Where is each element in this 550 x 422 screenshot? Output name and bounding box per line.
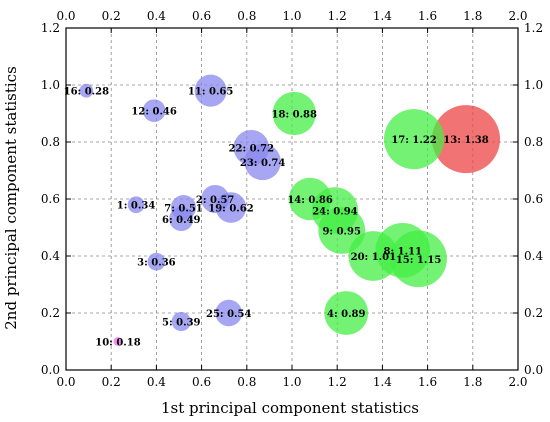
x-tick-label: 1.2	[328, 375, 347, 389]
bubble-label: 17: 1.22	[391, 135, 436, 146]
bubble-label: 19: 0.62	[208, 204, 253, 215]
bubble-label: 11: 0.65	[188, 87, 233, 98]
bubble-label: 12: 0.46	[131, 107, 176, 118]
x-tick-label-top: 0.0	[56, 9, 75, 23]
bubble	[432, 105, 501, 174]
bubble	[288, 177, 332, 221]
bubble-labels: 1: 0.34 2: 0.57 3: 0.36 4: 0.89 5: 0.39 6: 0.…	[64, 87, 489, 349]
bubble	[324, 291, 369, 335]
x-tick-label: 1.8	[463, 375, 482, 389]
bubble	[201, 184, 230, 214]
bubble-label: 22: 0.72	[229, 144, 274, 155]
y-tick-label: 0.2	[41, 306, 60, 320]
bubble-label: 14: 0.86	[287, 195, 332, 206]
y-tick-label-right: 0.0	[524, 363, 543, 377]
y-tick-label: 0.0	[41, 363, 60, 377]
bubble	[79, 83, 94, 98]
bubble-label: 6: 0.49	[162, 215, 201, 226]
y-axis-title: 2nd principal component statistics	[2, 66, 20, 330]
bubble-label: 20: 1.01	[351, 252, 396, 263]
bubble-label: 3: 0.36	[137, 258, 176, 269]
y-tick-label-right: 1.2	[524, 21, 543, 35]
x-axis-title: 1st principal component statistics	[161, 399, 419, 417]
ticks	[65, 27, 519, 371]
bubble-label: 24: 0.94	[312, 206, 357, 217]
y-tick-label: 0.8	[41, 135, 60, 149]
bubbles	[79, 74, 501, 346]
y-tick-label-right: 0.6	[524, 192, 543, 206]
y-tick-label: 0.6	[41, 192, 60, 206]
right-tick-labels: 0.0 0.2 0.4 0.6 0.8 1.0 1.2	[524, 21, 543, 377]
bubble-label: 15: 1.15	[396, 255, 441, 266]
x-tick-label-top: 1.4	[373, 9, 392, 23]
bubble-label: 10: 0.18	[95, 338, 140, 349]
bubble-label: 7: 0.51	[164, 204, 203, 215]
x-tick-label: 0.4	[147, 375, 166, 389]
x-tick-label: 1.6	[418, 375, 437, 389]
x-tick-label-top: 0.8	[237, 9, 256, 23]
bubble	[215, 299, 243, 327]
bubble	[171, 311, 191, 332]
bubble	[194, 74, 227, 107]
y-tick-label: 1.0	[41, 78, 60, 92]
x-tick-label-top: 0.4	[147, 9, 166, 23]
bubble	[272, 91, 316, 136]
y-tick-label-right: 0.4	[524, 249, 543, 263]
x-tick-label: 1.4	[373, 375, 392, 389]
x-tick-label: 2.0	[508, 375, 527, 389]
left-tick-labels: 0.0 0.2 0.4 0.6 0.8 1.0 1.2	[41, 21, 60, 377]
x-tick-label-top: 1.6	[418, 9, 437, 23]
x-tick-label-top: 0.2	[102, 9, 121, 23]
x-tick-label-top: 2.0	[508, 9, 527, 23]
x-tick-label: 0.8	[237, 375, 256, 389]
bubble	[142, 99, 166, 122]
bubble	[233, 129, 270, 166]
bubble	[169, 206, 194, 232]
x-tick-label: 1.0	[282, 375, 301, 389]
bubble-label: 4: 0.89	[327, 309, 366, 320]
bubble-label: 8: 1.11	[383, 246, 422, 257]
y-tick-label: 1.2	[41, 21, 60, 35]
x-tick-label-top: 0.6	[192, 9, 211, 23]
x-tick-label-top: 1.8	[463, 9, 482, 23]
bubble	[147, 252, 166, 271]
top-tick-labels: 0.0 0.2 0.4 0.6 0.8 1.0 1.2 1.4 1.6 1.8 2.0	[56, 9, 527, 23]
bubble	[127, 196, 145, 214]
bubble	[383, 109, 445, 170]
x-tick-label: 0.2	[102, 375, 121, 389]
y-tick-label-right: 0.2	[524, 306, 543, 320]
bubble-label: 18: 0.88	[272, 110, 317, 121]
bubble-label: 25: 0.54	[206, 309, 251, 320]
bottom-tick-labels: 0.0 0.2 0.4 0.6 0.8 1.0 1.2 1.4 1.6 1.8 2.0	[56, 375, 527, 389]
y-tick-label-right: 0.8	[524, 135, 543, 149]
bubble-label: 5: 0.39	[162, 318, 201, 329]
bubble-label: 16: 0.28	[64, 87, 109, 98]
bubble-label: 1: 0.34	[117, 201, 156, 212]
y-tick-label-right: 1.0	[524, 78, 543, 92]
bubble-label: 13: 1.38	[443, 135, 488, 146]
x-tick-label-top: 1.0	[282, 9, 301, 23]
bubble	[113, 337, 123, 346]
y-tick-label: 0.4	[41, 249, 60, 263]
bubble-label: 23: 0.74	[240, 158, 285, 169]
x-tick-label: 0.0	[56, 375, 75, 389]
x-tick-label: 0.6	[192, 375, 211, 389]
x-tick-label-top: 1.2	[328, 9, 347, 23]
bubble-label: 2: 0.57	[196, 195, 235, 206]
bubble-label: 9: 0.95	[322, 226, 361, 237]
